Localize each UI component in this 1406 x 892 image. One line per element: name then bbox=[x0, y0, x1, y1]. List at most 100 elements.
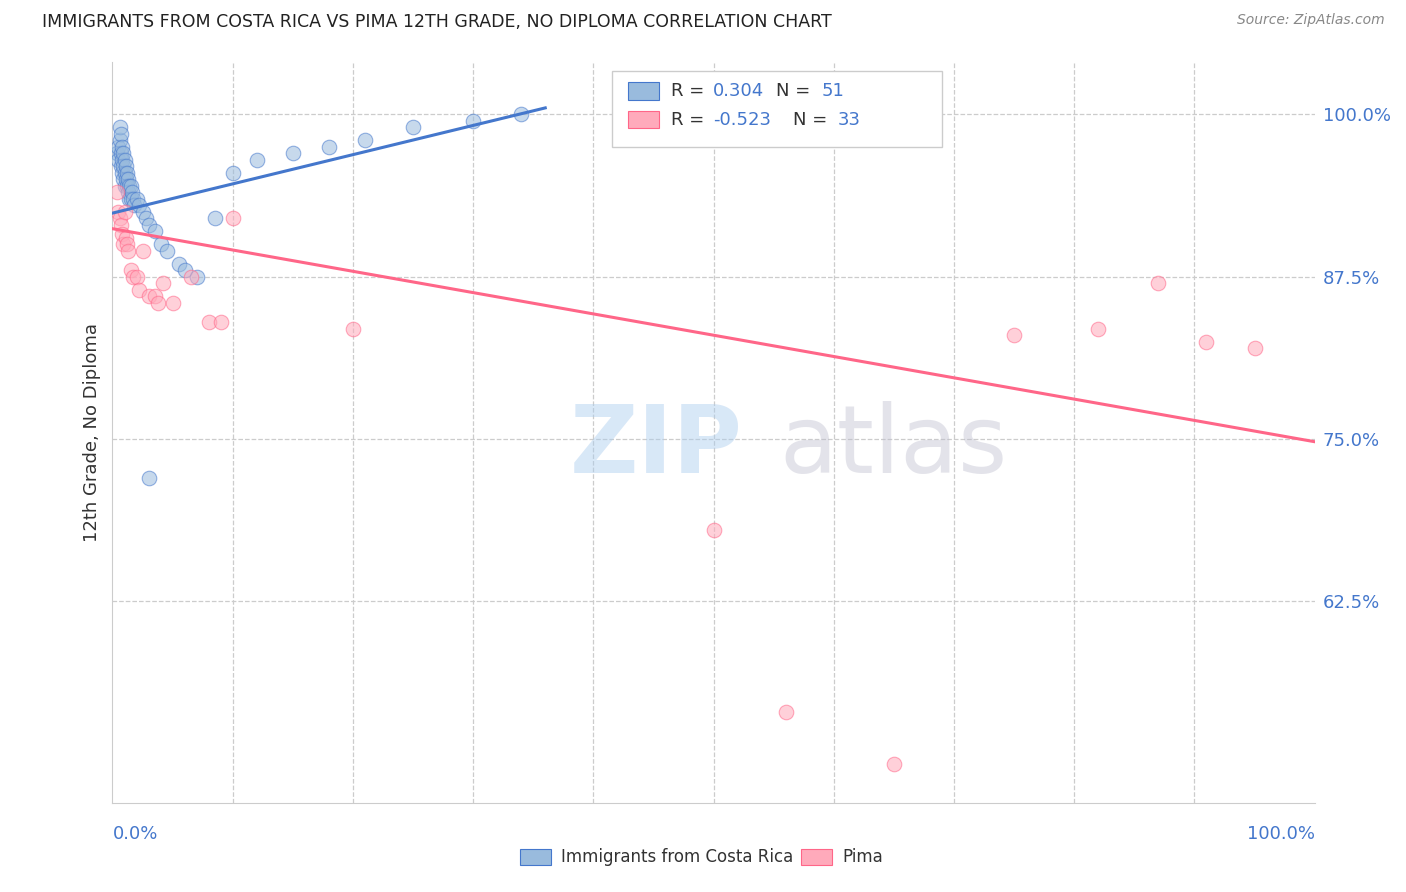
Point bbox=[115, 166, 138, 180]
Point bbox=[197, 315, 219, 329]
Point bbox=[114, 172, 136, 186]
Point bbox=[1147, 277, 1170, 291]
Point bbox=[162, 295, 184, 310]
Point bbox=[120, 263, 142, 277]
Point bbox=[461, 114, 484, 128]
Point bbox=[318, 140, 340, 154]
Point bbox=[111, 227, 134, 241]
Point bbox=[111, 153, 134, 167]
Text: Immigrants from Costa Rica: Immigrants from Costa Rica bbox=[561, 848, 793, 866]
Point bbox=[114, 159, 136, 173]
Point bbox=[118, 178, 141, 193]
Text: IMMIGRANTS FROM COSTA RICA VS PIMA 12TH GRADE, NO DIPLOMA CORRELATION CHART: IMMIGRANTS FROM COSTA RICA VS PIMA 12TH … bbox=[42, 13, 832, 31]
Point bbox=[152, 277, 174, 291]
Point bbox=[173, 263, 195, 277]
Point bbox=[107, 153, 129, 167]
Point bbox=[222, 211, 245, 226]
Point bbox=[702, 523, 725, 537]
Text: N =: N = bbox=[776, 82, 815, 100]
Point bbox=[1195, 334, 1218, 349]
Point bbox=[108, 133, 131, 147]
Y-axis label: 12th Grade, No Diploma: 12th Grade, No Diploma bbox=[83, 323, 101, 542]
Point bbox=[246, 153, 269, 167]
Text: R =: R = bbox=[671, 111, 710, 128]
Point bbox=[143, 224, 166, 238]
Point bbox=[114, 204, 136, 219]
Point bbox=[107, 204, 129, 219]
Point bbox=[114, 153, 136, 167]
Text: ZIP: ZIP bbox=[569, 401, 742, 493]
Point bbox=[281, 146, 304, 161]
Point bbox=[402, 120, 425, 135]
Point bbox=[115, 237, 138, 252]
Point bbox=[108, 120, 131, 135]
Text: 0.304: 0.304 bbox=[713, 82, 763, 100]
Text: Source: ZipAtlas.com: Source: ZipAtlas.com bbox=[1237, 13, 1385, 28]
Point bbox=[125, 269, 148, 284]
Point bbox=[155, 244, 177, 258]
Text: atlas: atlas bbox=[780, 401, 1008, 493]
Point bbox=[110, 127, 132, 141]
Point bbox=[110, 146, 132, 161]
Point bbox=[114, 178, 136, 193]
Point bbox=[111, 140, 134, 154]
Point bbox=[122, 192, 145, 206]
Point bbox=[138, 471, 160, 485]
Point bbox=[107, 140, 129, 154]
Point bbox=[105, 186, 128, 200]
Point bbox=[1243, 341, 1265, 355]
Point bbox=[180, 269, 202, 284]
Point bbox=[146, 295, 169, 310]
Point bbox=[209, 315, 232, 329]
Point bbox=[112, 159, 135, 173]
Point bbox=[112, 237, 135, 252]
Text: R =: R = bbox=[671, 82, 710, 100]
Point bbox=[775, 705, 797, 719]
Text: -0.523: -0.523 bbox=[713, 111, 770, 128]
Point bbox=[112, 146, 135, 161]
Point bbox=[122, 198, 145, 212]
Point bbox=[112, 172, 135, 186]
Point bbox=[110, 159, 132, 173]
Text: 33: 33 bbox=[838, 111, 860, 128]
Point bbox=[108, 211, 131, 226]
Point bbox=[115, 178, 138, 193]
Point bbox=[222, 166, 245, 180]
Point bbox=[186, 269, 208, 284]
Point bbox=[510, 107, 533, 121]
Point bbox=[120, 192, 142, 206]
Text: 0.0%: 0.0% bbox=[112, 825, 157, 843]
Point bbox=[105, 146, 128, 161]
Point bbox=[128, 283, 150, 297]
Text: Pima: Pima bbox=[842, 848, 883, 866]
Point bbox=[117, 244, 139, 258]
Point bbox=[149, 237, 172, 252]
Point bbox=[120, 178, 142, 193]
Point bbox=[342, 322, 364, 336]
Point bbox=[138, 218, 160, 232]
Point bbox=[1087, 322, 1109, 336]
Point bbox=[204, 211, 226, 226]
Point bbox=[128, 198, 150, 212]
Point bbox=[117, 172, 139, 186]
Point bbox=[114, 231, 136, 245]
Point bbox=[121, 186, 143, 200]
Point bbox=[122, 269, 145, 284]
Point bbox=[131, 244, 153, 258]
Point bbox=[167, 257, 190, 271]
Point bbox=[125, 192, 148, 206]
Text: N =: N = bbox=[793, 111, 832, 128]
Point bbox=[111, 166, 134, 180]
Point bbox=[138, 289, 160, 303]
Text: 51: 51 bbox=[821, 82, 844, 100]
Point bbox=[143, 289, 166, 303]
Point bbox=[1002, 328, 1025, 343]
Point bbox=[354, 133, 377, 147]
Point bbox=[118, 192, 141, 206]
Point bbox=[883, 756, 905, 771]
Point bbox=[114, 166, 136, 180]
Point bbox=[117, 186, 139, 200]
Text: 100.0%: 100.0% bbox=[1247, 825, 1315, 843]
Point bbox=[131, 204, 153, 219]
Point bbox=[110, 218, 132, 232]
